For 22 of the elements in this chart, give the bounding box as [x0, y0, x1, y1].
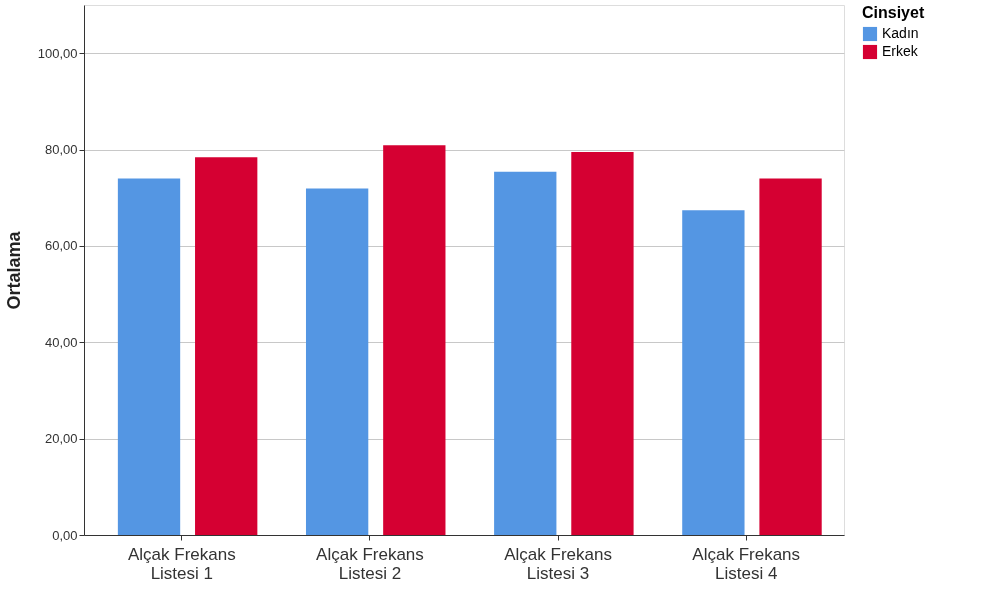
y-tick-label: 0,00	[52, 527, 78, 543]
y-tick-label: 20,00	[44, 431, 78, 447]
bar	[759, 178, 822, 535]
x-tick-label: Alçak Frekans Listesi 4	[692, 544, 801, 583]
x-tick-label: Alçak Frekans Listesi 2	[316, 544, 424, 583]
x-tick-label: Alçak Frekans Listesi 3	[504, 544, 612, 583]
y-tick-label: 80,00	[44, 142, 78, 158]
bar	[494, 171, 557, 535]
y-tick-label: 100,00	[37, 45, 78, 61]
bar	[305, 188, 369, 535]
y-axis-title: Ortalama	[3, 230, 24, 310]
x-tick-label: Alçak Frekans Listesi 1	[127, 544, 236, 583]
legend-label: Erkek	[882, 43, 919, 59]
bar	[195, 157, 258, 535]
bar	[571, 151, 634, 535]
y-tick-label: 60,00	[44, 238, 78, 254]
legend-title: Cinsiyet	[862, 4, 925, 21]
bar	[383, 145, 446, 535]
bar	[117, 178, 181, 535]
legend-label: Kadın	[882, 25, 919, 41]
bar	[682, 210, 745, 535]
y-tick-label: 40,00	[44, 334, 78, 350]
